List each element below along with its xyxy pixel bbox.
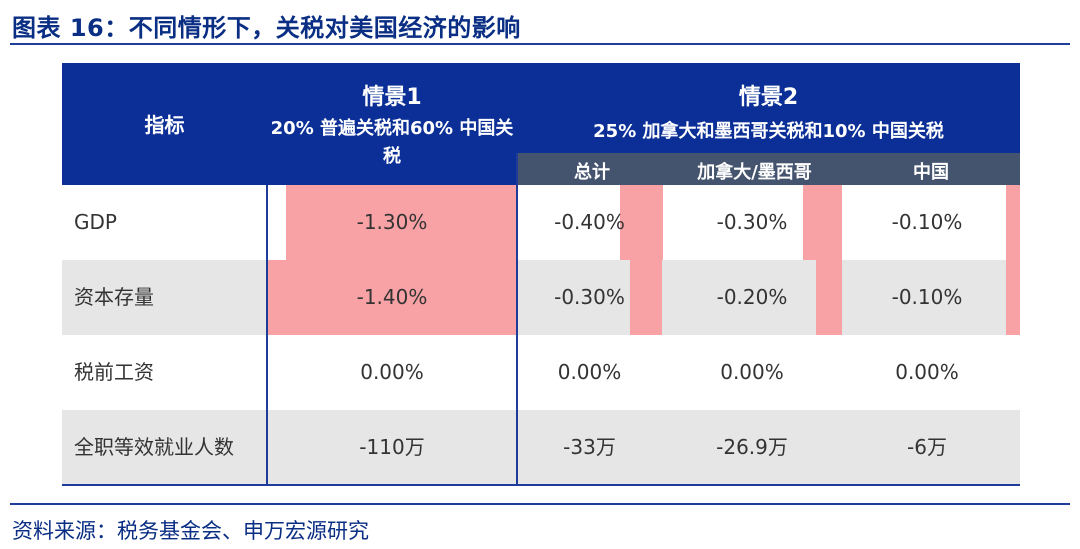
bar-china: [1006, 260, 1020, 335]
table-header: 指标 情景1 20% 普遍关税和60% 中国关税 情景2 25% 加拿大和墨西哥…: [62, 63, 1020, 185]
title-rule: [10, 43, 1070, 45]
cell-canada-mexico: -26.9万: [716, 435, 788, 459]
bar-s1: [267, 260, 517, 335]
cell-total: -0.30%: [554, 285, 625, 309]
row-label: 资本存量: [74, 285, 154, 309]
bar-canmex: [803, 185, 842, 260]
subheader-canada-mexico: 加拿大/墨西哥: [697, 162, 812, 183]
table-row: 全职等效就业人数 -110万 -33万 -26.9万 -6万: [62, 410, 1020, 485]
subheader-china: 中国: [913, 162, 949, 183]
row-label: 税前工资: [74, 360, 154, 384]
table-bottom-rule: [62, 484, 1020, 486]
cell-total: -33万: [563, 435, 616, 459]
cell-china: 0.00%: [895, 360, 959, 384]
cell-china: -6万: [907, 435, 947, 459]
subheader-band: [517, 153, 1020, 185]
cell-canada-mexico: -0.20%: [716, 285, 788, 309]
footer-rule: [10, 503, 1070, 505]
impact-table: 指标 情景1 20% 普遍关税和60% 中国关税 情景2 25% 加拿大和墨西哥…: [62, 63, 1020, 486]
cell-total: -0.40%: [554, 210, 625, 234]
cell-scenario1: -110万: [359, 435, 425, 459]
bar-total: [620, 185, 663, 260]
table-row: 资本存量 -1.40% -0.30% -0.20% -0.10%: [62, 260, 1020, 335]
header-scenario1-desc: 20% 普遍关税和60% 中国关税: [270, 118, 514, 167]
column-divider: [516, 153, 518, 486]
bar-china: [1006, 185, 1020, 260]
cell-total: 0.00%: [557, 360, 622, 384]
cell-scenario1: -1.40%: [356, 285, 428, 309]
bar-total: [630, 260, 662, 335]
header-scenario2-title: 情景2: [738, 85, 799, 110]
bar-canmex: [816, 260, 842, 335]
table-row: 税前工资 0.00% 0.00% 0.00% 0.00%: [62, 335, 1020, 410]
cell-canada-mexico: 0.00%: [720, 360, 784, 384]
table-row: GDP -1.30% -0.40% -0.30% -0.10%: [62, 185, 1020, 260]
cell-china: -0.10%: [891, 285, 963, 309]
cell-scenario1: -1.30%: [356, 210, 428, 234]
bar-s1: [286, 185, 517, 260]
cell-china: -0.10%: [891, 210, 963, 234]
row-label: 全职等效就业人数: [74, 435, 234, 459]
cell-canada-mexico: -0.30%: [716, 210, 788, 234]
subheader-total: 总计: [574, 162, 610, 183]
cell-scenario1: 0.00%: [360, 360, 424, 384]
row-label: GDP: [74, 210, 117, 234]
header-scenario2-desc: 25% 加拿大和墨西哥关税和10% 中国关税: [593, 121, 944, 142]
source-note: 资料来源：税务基金会、申万宏源研究: [12, 519, 369, 543]
figure-title: 图表 16：不同情形下，关税对美国经济的影响: [12, 14, 521, 42]
header-scenario1-title: 情景1: [362, 85, 422, 110]
header-indicator: 指标: [144, 113, 185, 137]
column-divider: [266, 185, 268, 486]
